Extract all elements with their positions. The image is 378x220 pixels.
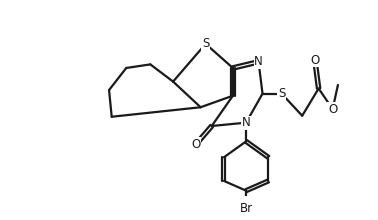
Text: N: N <box>242 116 251 129</box>
Text: S: S <box>278 87 285 100</box>
Text: S: S <box>202 37 209 50</box>
Text: O: O <box>191 138 200 151</box>
Text: O: O <box>310 54 319 67</box>
Text: N: N <box>254 55 263 68</box>
Text: O: O <box>328 103 337 116</box>
Text: Br: Br <box>240 202 253 215</box>
